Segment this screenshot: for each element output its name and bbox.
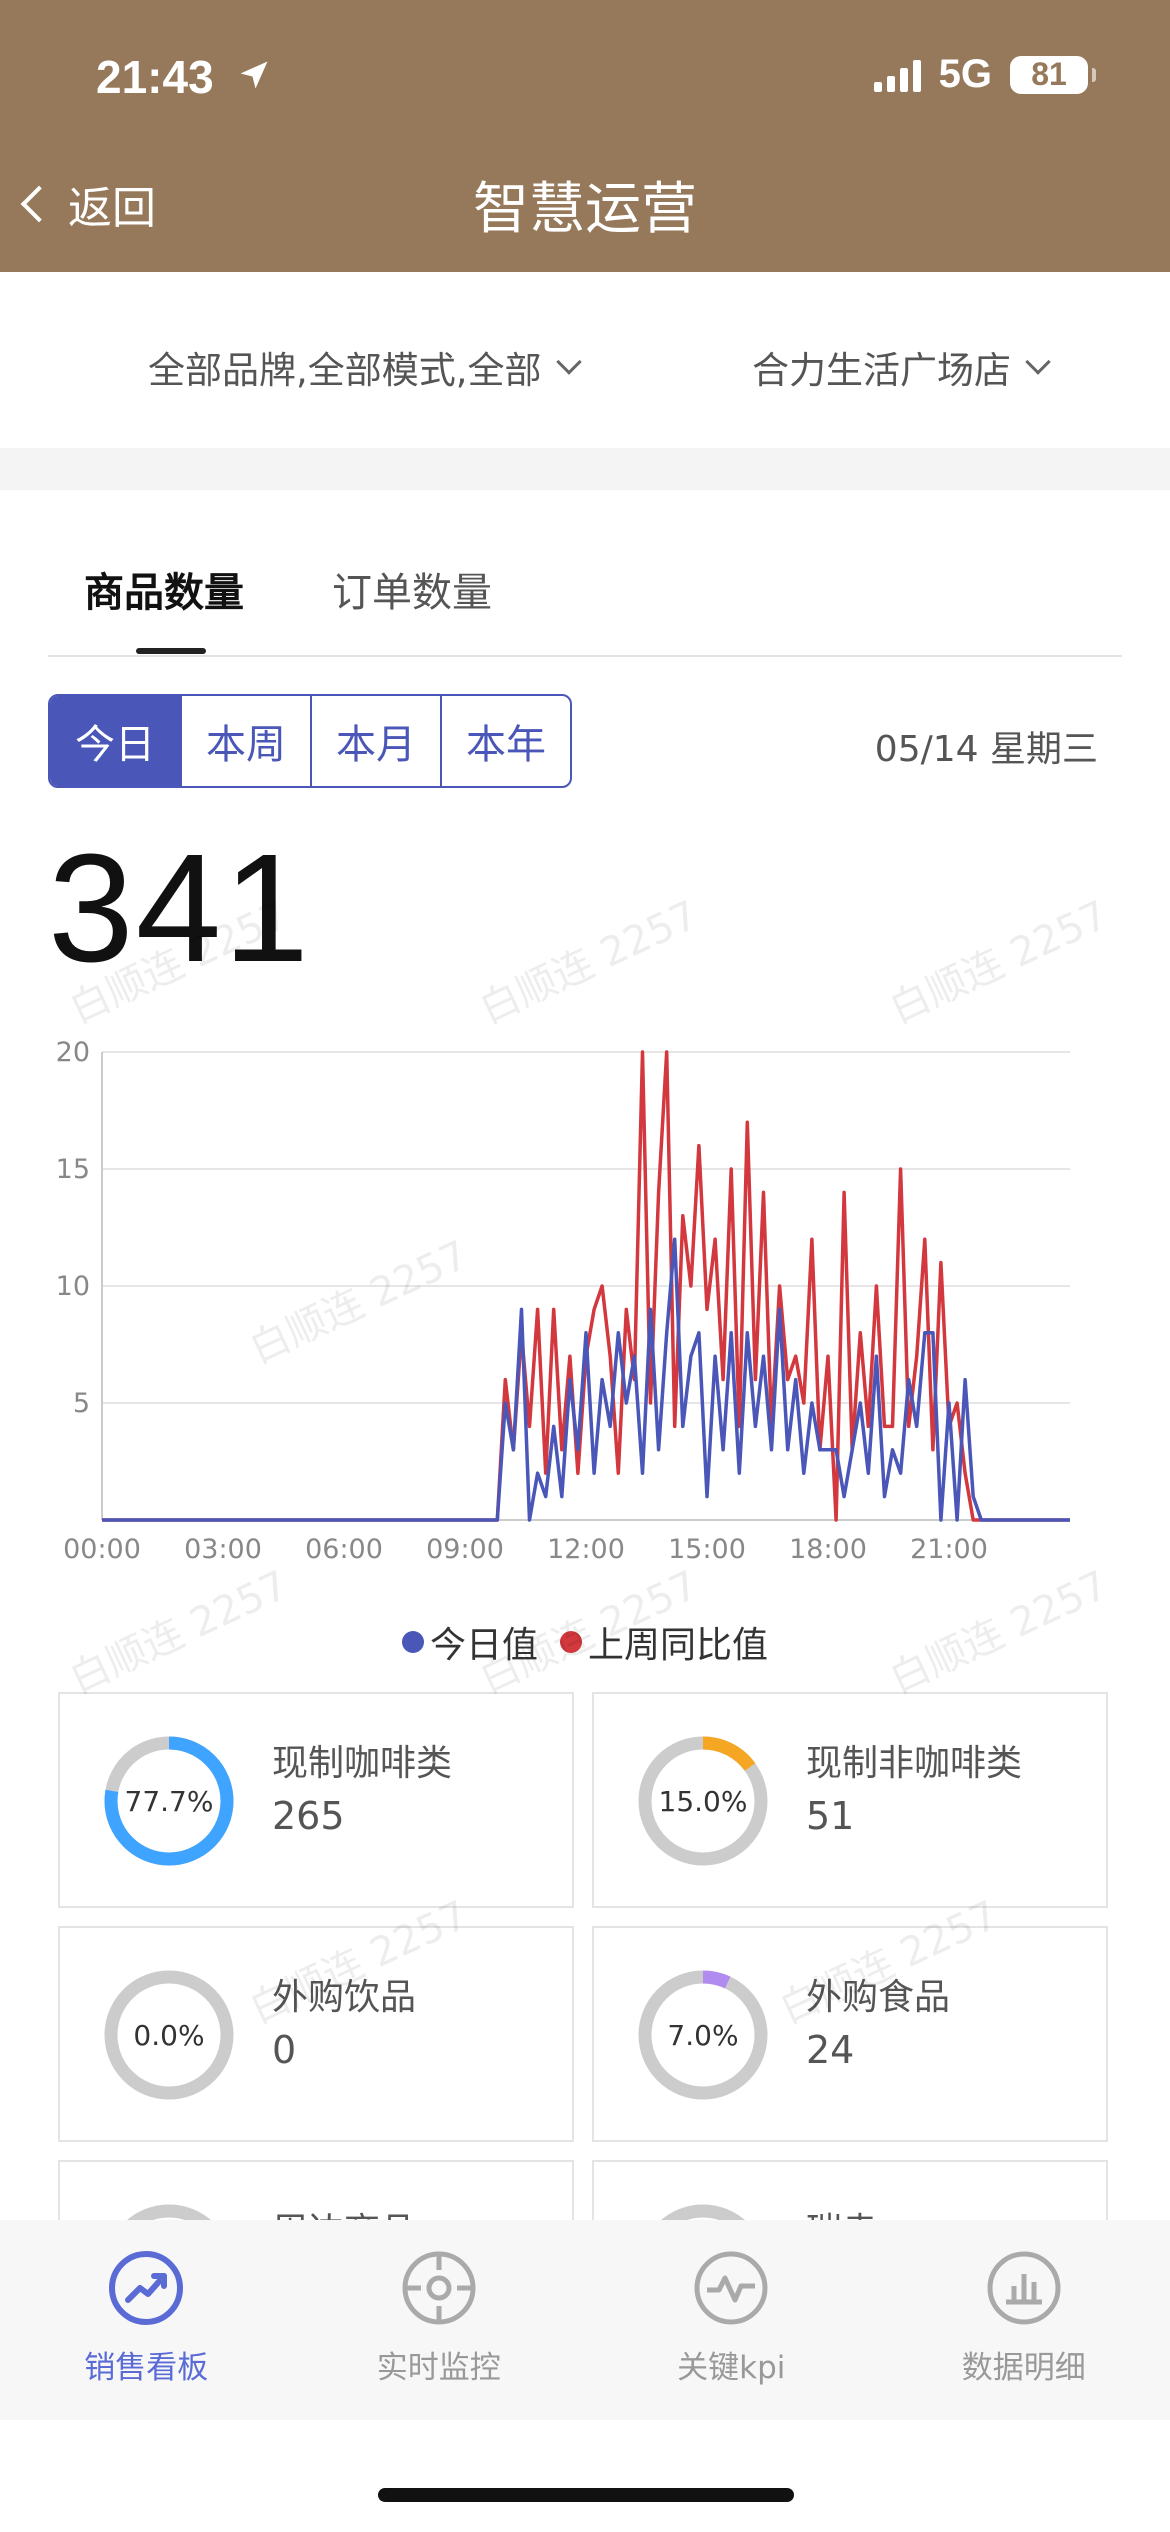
- legend-dot-last-week: [560, 1631, 582, 1653]
- battery-level: 81: [1031, 56, 1067, 92]
- period-selector: 今日 本周 本月 本年: [48, 694, 572, 788]
- series-line: [102, 1050, 1070, 1522]
- nav-realtime-monitor[interactable]: 实时监控: [293, 2220, 586, 2420]
- category-name: 现制咖啡类: [272, 1743, 453, 1784]
- date-label: 05/14 星期三: [874, 729, 1098, 770]
- section-divider: [0, 448, 1170, 490]
- trend-icon: [109, 2251, 184, 2325]
- category-name: 外购饮品: [272, 1977, 417, 2018]
- category-name: 外购食品: [806, 1977, 951, 2018]
- home-indicator: [378, 2488, 794, 2502]
- x-tick-label: 00:00: [63, 1534, 141, 1565]
- back-button[interactable]: 返回: [20, 172, 156, 236]
- y-tick-label: 20: [56, 1037, 90, 1068]
- x-tick-label: 12:00: [547, 1534, 625, 1565]
- tab-product-count[interactable]: 商品数量: [84, 570, 244, 616]
- period-year[interactable]: 本年: [440, 696, 570, 786]
- battery-icon: 81: [1010, 55, 1096, 94]
- category-value: 24: [806, 2028, 855, 2072]
- time-text: 21:43: [96, 51, 214, 103]
- legend-dot-today: [401, 1631, 424, 1653]
- nav-key-kpi[interactable]: 关键kpi: [585, 2220, 878, 2420]
- back-label: 返回: [68, 183, 156, 234]
- brand-mode-filter[interactable]: 全部品牌,全部模式,全部: [148, 340, 582, 394]
- top-header: 21:43 5G 81 返回 智慧运营: [0, 0, 1170, 272]
- x-tick-label: 06:00: [305, 1534, 383, 1565]
- brand-mode-label: 全部品牌,全部模式,全部: [148, 349, 542, 392]
- y-tick-label: 5: [73, 1388, 90, 1419]
- store-label: 合力生活广场店: [752, 349, 1011, 392]
- category-card[interactable]: 0.0% 外购饮品 0: [58, 1926, 574, 2142]
- category-card[interactable]: 15.0% 现制非咖啡类 51: [592, 1692, 1108, 1908]
- chevron-down-icon: [555, 349, 582, 375]
- ring-track: [104, 1970, 234, 2100]
- x-tick-label: 15:00: [668, 1534, 746, 1565]
- watermark: 白顺连 2257: [472, 892, 705, 1034]
- tab-order-count[interactable]: 订单数量: [332, 570, 492, 616]
- nav-sales-dashboard[interactable]: 销售看板: [0, 2220, 293, 2420]
- ring-fill: [638, 1736, 768, 1866]
- legend-last-week-label: 上周同比值: [588, 1625, 769, 1666]
- pulse-icon: [694, 2251, 768, 2325]
- chart-legend: 今日值 上周同比值: [0, 1616, 1170, 1668]
- percent-ring: [104, 1970, 234, 2100]
- x-tick-label: 21:00: [910, 1534, 988, 1565]
- active-tab-indicator: [136, 648, 206, 654]
- percent-ring: [638, 1970, 768, 2100]
- location-arrow-icon: [236, 50, 272, 104]
- percent-ring: [638, 1736, 768, 1866]
- percent-ring: [104, 1736, 234, 1866]
- y-tick-label: 15: [56, 1154, 90, 1185]
- category-card[interactable]: 77.7% 现制咖啡类 265: [58, 1692, 574, 1908]
- legend-today[interactable]: 今日值: [401, 1616, 538, 1668]
- status-right: 5G 81: [873, 52, 1096, 97]
- bottom-nav: 销售看板 实时监控 关键kpi 数据明细: [0, 2220, 1170, 2420]
- nav-label: 关键kpi: [677, 2350, 786, 2386]
- ring-fill: [638, 1970, 768, 2100]
- percent-label: 0.0%: [133, 2018, 205, 2052]
- watermark: 白顺连 2257: [882, 892, 1115, 1034]
- category-card[interactable]: 7.0% 外购食品 24: [592, 1926, 1108, 2142]
- nav-data-detail[interactable]: 数据明细: [878, 2220, 1170, 2420]
- period-month[interactable]: 本月: [310, 696, 440, 786]
- tab-divider: [48, 655, 1122, 657]
- category-name: 现制非咖啡类: [806, 1743, 1023, 1784]
- period-today[interactable]: 今日: [50, 696, 180, 786]
- target-icon: [402, 2251, 476, 2325]
- ring-fill: [104, 1736, 234, 1866]
- y-tick-label: 10: [56, 1271, 90, 1302]
- x-tick-label: 09:00: [426, 1534, 504, 1565]
- page-title: 智慧运营: [473, 177, 697, 242]
- metric-tabs: 商品数量 订单数量: [84, 560, 492, 618]
- percent-label: 77.7%: [124, 1784, 214, 1818]
- percent-label: 15.0%: [658, 1784, 748, 1818]
- network-label: 5G: [938, 52, 992, 96]
- chevron-down-icon: [1025, 349, 1051, 375]
- category-value: 0: [272, 2028, 297, 2072]
- x-tick-label: 03:00: [184, 1534, 262, 1565]
- nav-label: 实时监控: [376, 2350, 501, 2386]
- legend-today-label: 今日值: [429, 1625, 538, 1666]
- store-filter[interactable]: 合力生活广场店: [752, 340, 1051, 394]
- nav-label: 销售看板: [84, 2350, 209, 2386]
- percent-label: 7.0%: [667, 2018, 739, 2052]
- signal-icon: [873, 58, 921, 92]
- series-line: [102, 1237, 1070, 1522]
- category-value: 265: [272, 1794, 345, 1838]
- total-count: 341: [48, 822, 311, 994]
- status-time: 21:43: [96, 50, 272, 104]
- nav-label: 数据明细: [961, 2350, 1086, 2386]
- period-week[interactable]: 本周: [180, 696, 310, 786]
- filter-row: 全部品牌,全部模式,全部 合力生活广场店: [0, 272, 1170, 448]
- category-value: 51: [806, 1794, 855, 1838]
- bar-chart-icon: [987, 2251, 1061, 2325]
- sales-line-chart: 5 10 15 20 00:00 03:00 06:00 09:00 12:00 15:00 18:…: [56, 1037, 1070, 1565]
- legend-last-week[interactable]: 上周同比值: [560, 1616, 768, 1668]
- x-tick-label: 18:00: [789, 1534, 867, 1565]
